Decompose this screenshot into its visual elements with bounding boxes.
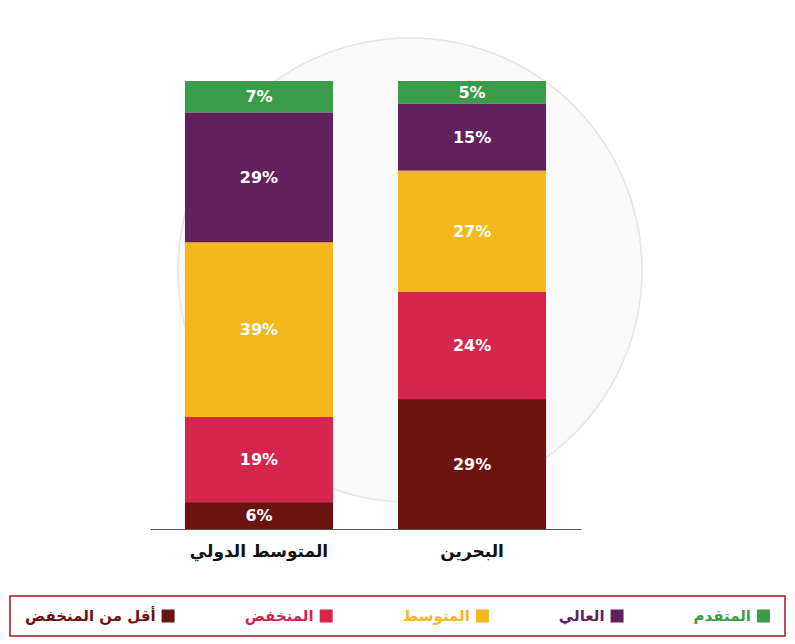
legend-swatch	[476, 610, 489, 623]
bar-segment	[398, 81, 546, 103]
legend-item: المنخفض	[245, 607, 333, 625]
data-label: 15%	[453, 128, 491, 147]
legend-swatch	[162, 610, 175, 623]
data-labels: 6% 29% 19% 24% 39% 27% 29% 15% 7% 5%	[240, 83, 491, 525]
bars	[185, 81, 546, 529]
legend-item: العالي	[559, 607, 624, 625]
data-label: 29%	[453, 455, 491, 474]
chart: 6% 29% 19% 24% 39% 27% 29% 15% 7% 5% المتوسط الدول…	[0, 0, 795, 644]
bar-segment	[398, 103, 546, 170]
legend-swatch	[611, 610, 624, 623]
x-axis: المتوسط الدولي البحرين	[151, 529, 582, 562]
legend-swatch	[757, 610, 770, 623]
bar-segment	[185, 81, 333, 112]
bar-segment	[398, 292, 546, 400]
legend-item: المتقدم	[694, 607, 770, 625]
bar-segment	[398, 399, 546, 529]
legend-item: أقل من المنخفض	[25, 606, 175, 625]
x-axis-line	[151, 529, 582, 530]
bar-segment	[185, 502, 333, 529]
legend-item: المتوسط	[403, 607, 489, 625]
data-label: 27%	[453, 222, 491, 241]
data-label: 39%	[240, 320, 278, 339]
bar-segment	[185, 112, 333, 242]
data-label: 24%	[453, 336, 491, 355]
bar-segment	[185, 242, 333, 417]
x-tick-label: البحرين	[440, 541, 504, 562]
x-tick: المتوسط الدولي	[190, 529, 328, 562]
data-label: 19%	[240, 450, 278, 469]
legend-label: المتقدم	[694, 607, 751, 625]
legend: أقل من المنخفض المنخفض المتوسط العالي المتقد…	[10, 596, 785, 636]
data-label: 29%	[240, 168, 278, 187]
x-tick-label: المتوسط الدولي	[190, 541, 328, 562]
x-tick: البحرين	[440, 529, 504, 562]
data-label: 7%	[245, 87, 272, 106]
legend-label: المتوسط	[403, 607, 470, 625]
legend-label: العالي	[559, 607, 605, 625]
legend-label: أقل من المنخفض	[25, 606, 156, 625]
bar-segment	[185, 417, 333, 502]
data-label: 6%	[245, 506, 272, 525]
bar-segment	[398, 171, 546, 292]
data-label: 5%	[458, 83, 485, 102]
legend-swatch	[320, 610, 333, 623]
legend-box	[10, 596, 785, 636]
legend-label: المنخفض	[245, 607, 314, 625]
